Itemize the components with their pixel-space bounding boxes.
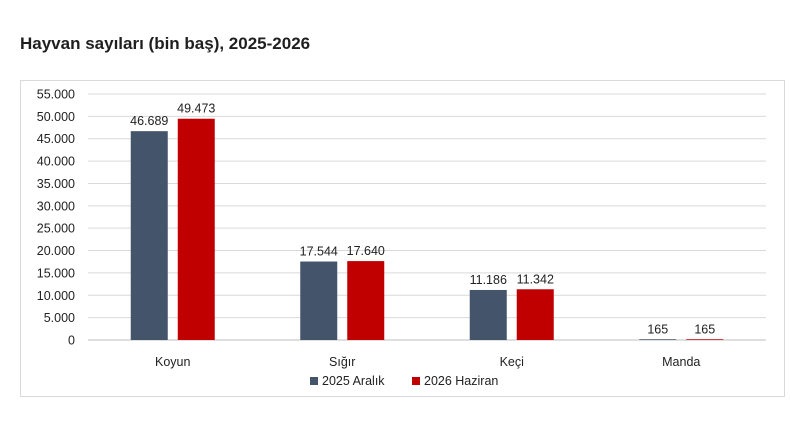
bar-series-2 xyxy=(686,339,724,340)
data-label: 46.689 xyxy=(130,114,168,128)
bar-series-1 xyxy=(300,261,338,340)
data-label: 11.342 xyxy=(517,272,554,286)
y-tick-label: 5.000 xyxy=(44,311,75,325)
category-label: Sığır xyxy=(329,355,355,369)
legend-label: 2025 Aralık xyxy=(322,374,385,388)
category-label: Koyun xyxy=(155,355,190,369)
page-title: Hayvan sayıları (bin baş), 2025-2026 xyxy=(20,34,311,53)
y-tick-label: 40.000 xyxy=(37,155,75,169)
bar-series-1 xyxy=(639,339,677,340)
y-tick-label: 45.000 xyxy=(37,132,75,146)
category-label: Manda xyxy=(662,355,700,369)
y-tick-label: 20.000 xyxy=(37,244,75,258)
data-label: 165 xyxy=(694,322,715,336)
y-tick-label: 30.000 xyxy=(37,199,75,213)
bar-series-2 xyxy=(516,289,554,340)
legend-swatch-2 xyxy=(412,377,420,385)
data-label: 165 xyxy=(647,322,668,336)
y-tick-label: 15.000 xyxy=(37,266,75,280)
data-label: 11.186 xyxy=(470,273,507,287)
data-label: 49.473 xyxy=(177,102,215,116)
category-label: Keçi xyxy=(500,355,524,369)
bar-series-2 xyxy=(347,261,385,340)
data-label: 17.640 xyxy=(347,244,385,258)
y-tick-label: 50.000 xyxy=(37,110,75,124)
bar-series-1 xyxy=(130,131,168,340)
y-tick-label: 25.000 xyxy=(37,222,75,236)
bar-series-2 xyxy=(177,118,215,340)
y-tick-label: 10.000 xyxy=(37,289,75,303)
y-tick-label: 55.000 xyxy=(37,88,75,102)
y-tick-label: 35.000 xyxy=(37,177,75,191)
legend-swatch-1 xyxy=(310,377,318,385)
data-label: 17.544 xyxy=(300,245,338,259)
legend-label: 2026 Haziran xyxy=(424,374,498,388)
y-tick-label: 0 xyxy=(68,334,75,348)
bar-series-1 xyxy=(469,289,507,340)
